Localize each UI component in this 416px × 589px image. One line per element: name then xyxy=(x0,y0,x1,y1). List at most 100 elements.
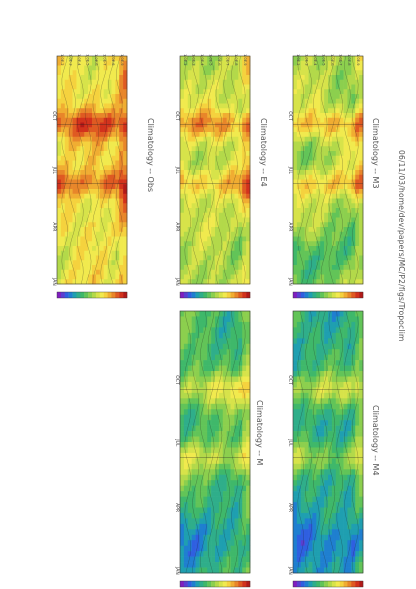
heatmap-cell xyxy=(187,420,192,426)
heatmap-cell xyxy=(230,56,235,62)
heatmap-cell xyxy=(211,56,216,62)
heatmap-cell xyxy=(246,60,251,66)
heatmap-cell xyxy=(230,518,235,525)
heatmap-cell xyxy=(331,155,337,161)
heatmap-cell xyxy=(242,132,247,138)
heatmap-cell xyxy=(115,60,120,66)
heatmap-cell xyxy=(203,60,208,66)
heatmap-cell xyxy=(320,70,325,76)
heatmap-cell xyxy=(293,151,298,157)
heatmap-cell xyxy=(207,132,212,138)
heatmap-cell xyxy=(88,155,93,161)
heatmap-cell xyxy=(183,65,189,71)
time-tick-label: JUL xyxy=(174,166,180,175)
heatmap-cell xyxy=(218,502,224,508)
heatmap-cell xyxy=(111,227,116,233)
heatmap-cell xyxy=(320,403,325,410)
heatmap-cell xyxy=(203,127,208,133)
heatmap-cell xyxy=(57,127,62,133)
heatmap-cell xyxy=(238,452,243,459)
heatmap-cell xyxy=(215,217,220,223)
heatmap-cell xyxy=(218,165,224,171)
heatmap-cell xyxy=(222,274,227,280)
heatmap-cell xyxy=(222,523,227,530)
heatmap-cell xyxy=(320,381,325,388)
heatmap-cell xyxy=(203,507,208,514)
heatmap-cell xyxy=(111,146,116,152)
heatmap-cell xyxy=(180,349,185,355)
heatmap-cell xyxy=(103,198,108,204)
heatmap-cell xyxy=(99,236,104,242)
heatmap-cell xyxy=(203,534,208,541)
heatmap-cell xyxy=(180,84,185,90)
heatmap-cell xyxy=(308,122,313,128)
heatmap-cell xyxy=(238,222,243,228)
heatmap-cell xyxy=(203,136,208,142)
heatmap-cell xyxy=(199,127,204,133)
heatmap-cell xyxy=(64,255,69,261)
heatmap-cell xyxy=(293,311,298,317)
colorbar-swatch xyxy=(111,292,116,298)
heatmap-cell xyxy=(222,151,227,157)
heatmap-cell xyxy=(180,198,185,204)
heatmap-cell xyxy=(242,241,247,247)
heatmap-cell xyxy=(68,117,73,123)
heatmap-cell xyxy=(187,189,192,195)
heatmap-cell xyxy=(84,165,89,171)
heatmap-cell xyxy=(119,113,124,119)
heatmap-cell xyxy=(230,485,235,492)
heatmap-cell xyxy=(234,442,239,448)
colorbar-frame xyxy=(292,291,364,299)
heatmap-cell xyxy=(238,540,243,547)
heatmap-cell xyxy=(242,463,247,470)
heatmap-cell xyxy=(246,540,251,547)
heatmap-cell xyxy=(359,250,364,256)
heatmap-cell xyxy=(111,269,116,275)
heatmap-cell xyxy=(60,241,66,247)
heatmap-cell xyxy=(215,255,220,261)
heatmap-cell xyxy=(328,136,333,142)
heatmap-cell xyxy=(296,84,302,90)
heatmap-cell xyxy=(246,463,251,470)
heatmap-cell xyxy=(119,212,124,218)
heatmap-cell xyxy=(222,160,227,166)
colorbar-swatch xyxy=(60,292,65,298)
heatmap-cell xyxy=(320,425,325,432)
heatmap-cell xyxy=(343,551,348,557)
heatmap-cell xyxy=(359,474,364,481)
heatmap-cell xyxy=(293,141,298,147)
heatmap-cell xyxy=(103,70,108,76)
heatmap-cell xyxy=(226,327,231,334)
colorbar-swatch xyxy=(203,292,208,298)
heatmap-cell xyxy=(226,65,231,71)
heatmap-cell xyxy=(215,136,220,142)
heatmap-cell xyxy=(222,327,227,334)
heatmap-cell xyxy=(203,98,208,104)
heatmap-cell xyxy=(226,365,231,372)
heatmap-cell xyxy=(339,425,344,432)
heatmap-cell xyxy=(238,343,243,350)
heatmap-cell xyxy=(99,84,104,90)
heatmap-cell xyxy=(304,398,309,405)
heatmap-cell xyxy=(84,170,89,176)
heatmap-cell xyxy=(324,155,329,161)
heatmap-cell xyxy=(355,321,360,328)
heatmap-cell xyxy=(199,496,204,503)
heatmap-cell xyxy=(355,562,360,568)
heatmap-cell xyxy=(293,551,298,557)
heatmap-cell xyxy=(180,79,185,85)
heatmap-cell xyxy=(324,79,329,85)
heatmap-cell xyxy=(246,551,251,557)
heatmap-cell xyxy=(246,447,251,454)
heatmap-cell xyxy=(324,208,329,214)
heatmap-cell xyxy=(180,103,185,109)
heatmap-cell xyxy=(339,343,344,350)
heatmap-cell xyxy=(76,155,81,161)
heatmap-cell xyxy=(296,381,302,388)
heatmap-cell xyxy=(316,231,321,237)
heatmap-cell xyxy=(308,502,313,508)
heatmap-cell xyxy=(308,241,313,247)
heatmap-cell xyxy=(218,545,224,552)
heatmap-cell xyxy=(103,217,108,223)
heatmap-cell xyxy=(359,349,364,355)
